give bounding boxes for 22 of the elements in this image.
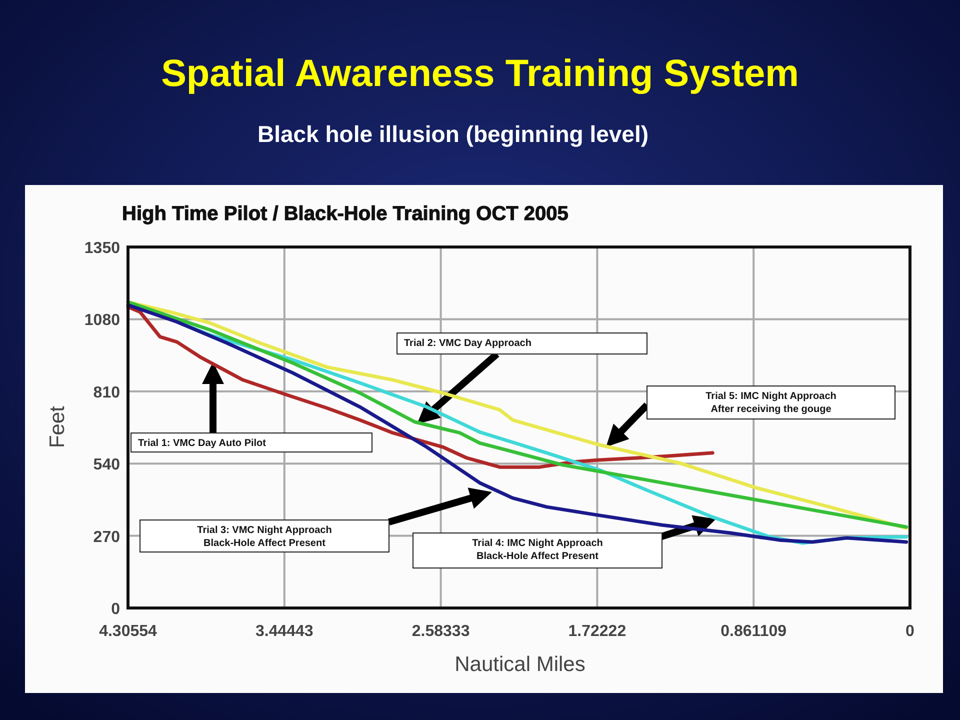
chart-subtitle: Black hole illusion (beginning level) <box>257 121 649 147</box>
chart-title: Spatial Awareness Training System <box>161 53 799 95</box>
y-tick-label: 0 <box>111 601 120 618</box>
y-tick-label: 270 <box>93 528 120 546</box>
x-tick-label: 4.30554 <box>99 623 158 640</box>
annotation: Trial 2: VMC Day Approach <box>404 338 532 349</box>
annotation: Trial 3: VMC Night Approach Black-Hole Affect Present <box>197 525 332 549</box>
annotation: Trial 4: IMC Night Approach Black-Hole Affect Present <box>472 538 603 562</box>
x-tick-label: 0.861109 <box>720 623 787 640</box>
x-tick-label: 1.72222 <box>568 623 626 640</box>
x-tick-label: 3.44443 <box>255 623 314 640</box>
x-axis-title: Nautical Miles <box>454 653 586 676</box>
y-axis-title: Feet <box>46 406 69 448</box>
x-tick-label: 0 <box>906 623 915 640</box>
x-tick-label: 2.58333 <box>412 623 470 640</box>
annotation: Trial 1: VMC Day Auto Pilot <box>138 438 267 449</box>
y-tick-label: 1350 <box>84 240 120 257</box>
annotation: Trial 5: IMC Night Approach After receiving the gouge <box>706 391 836 415</box>
text: High Time Pilot / Black-Hole Training OCT 2005 <box>122 203 568 225</box>
y-tick-label: 810 <box>93 384 120 402</box>
y-tick-label: 540 <box>93 456 120 474</box>
y-tick-label: 1080 <box>84 312 120 330</box>
